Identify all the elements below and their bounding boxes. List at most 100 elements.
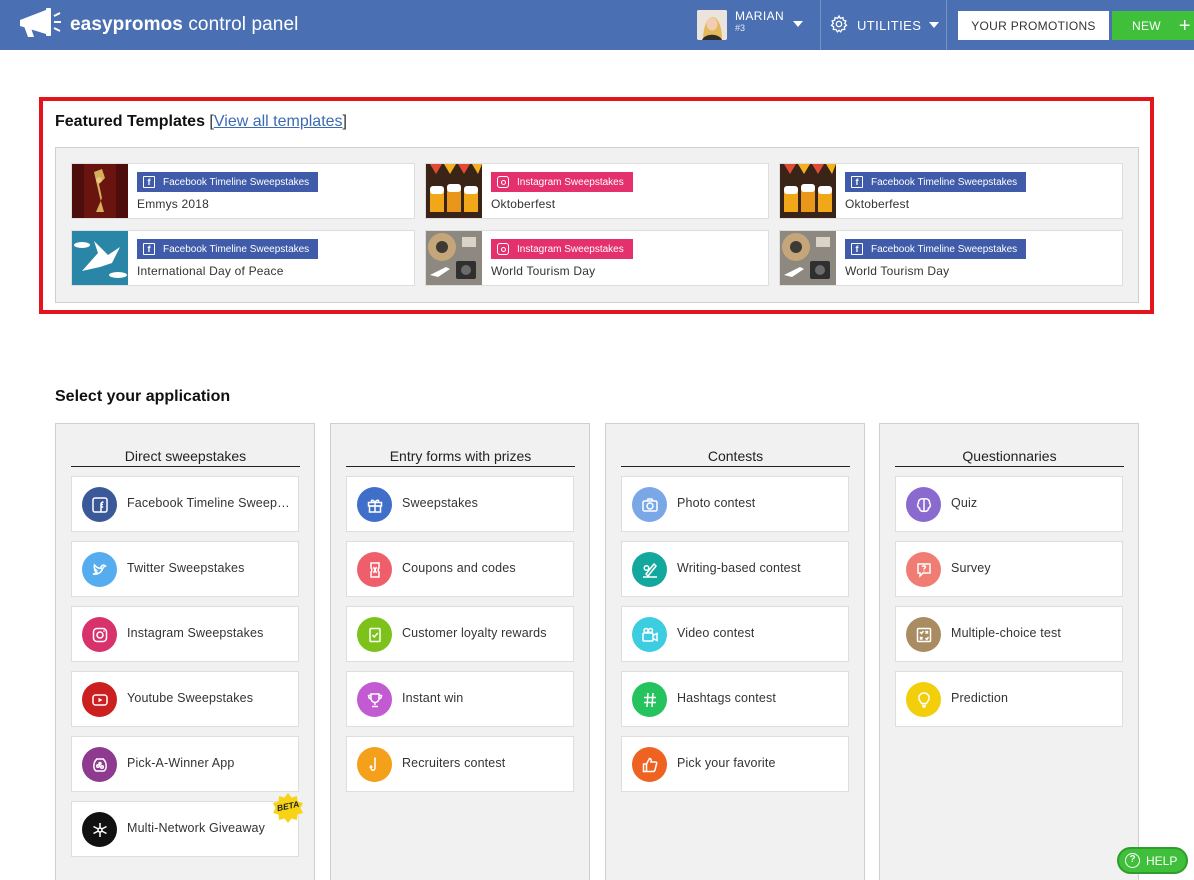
app-label: Instagram Sweepstakes	[127, 626, 264, 640]
facebook-icon	[82, 487, 117, 522]
app-card-twitter-sweepstakes[interactable]: Twitter Sweepstakes	[71, 541, 299, 597]
app-label: Survey	[951, 561, 991, 575]
template-badge-label: Facebook Timeline Sweepstakes	[163, 243, 310, 255]
app-label: Pick your favorite	[677, 756, 776, 770]
template-thumbnail	[72, 164, 128, 218]
template-badge-label: Facebook Timeline Sweepstakes	[871, 176, 1018, 188]
thumbs-up-icon	[632, 747, 667, 782]
app-card-instant-win[interactable]: Instant win	[346, 671, 574, 727]
app-card-pick-your-favorite[interactable]: Pick your favorite	[621, 736, 849, 792]
facebook-icon: f	[851, 176, 863, 188]
app-card-facebook-timeline-sweepstakes[interactable]: Facebook Timeline Sweepstakes	[71, 476, 299, 532]
app-card-coupons-and-codes[interactable]: Coupons and codes	[346, 541, 574, 597]
app-card-quiz[interactable]: Quiz	[895, 476, 1123, 532]
gear-icon	[829, 14, 857, 37]
category-title: Direct sweepstakes	[71, 448, 300, 467]
app-card-recruiters-contest[interactable]: Recruiters contest	[346, 736, 574, 792]
user-menu[interactable]: MARIAN #3	[697, 9, 803, 42]
user-id: #3	[735, 23, 746, 33]
app-card-survey[interactable]: Survey	[895, 541, 1123, 597]
app-card-pick-a-winner-app[interactable]: Pick-A-Winner App	[71, 736, 299, 792]
avatar	[697, 10, 727, 40]
template-card[interactable]: f Facebook Timeline Sweepstakes Oktoberfes…	[779, 163, 1123, 219]
app-card-hashtags-contest[interactable]: Hashtags contest	[621, 671, 849, 727]
app-label: Youtube Sweepstakes	[127, 691, 254, 705]
brand-name: easypromos control panel	[70, 14, 299, 35]
help-label: HELP	[1146, 853, 1178, 868]
view-all-templates-link[interactable]: View all templates	[213, 113, 343, 130]
user-name: MARIAN	[735, 9, 785, 23]
your-promotions-button[interactable]: YOUR PROMOTIONS	[958, 11, 1109, 40]
template-card[interactable]: Instagram Sweepstakes Oktoberfest	[425, 163, 769, 219]
app-card-youtube-sweepstakes[interactable]: Youtube Sweepstakes	[71, 671, 299, 727]
new-promotion-button[interactable]: NEW +	[1112, 11, 1194, 40]
app-label: Customer loyalty rewards	[402, 626, 547, 640]
template-badge-label: Instagram Sweepstakes	[517, 243, 624, 255]
youtube-icon	[82, 682, 117, 717]
brand[interactable]: easypromos control panel	[18, 7, 299, 42]
checklist-icon	[906, 617, 941, 652]
template-card[interactable]: f Facebook Timeline Sweepstakes World Tour…	[779, 230, 1123, 286]
plus-icon: +	[1178, 14, 1191, 37]
utilities-menu[interactable]: UTILITIES	[829, 14, 940, 37]
facebook-icon: f	[851, 243, 863, 255]
new-label: NEW	[1132, 18, 1161, 33]
application-category-direct-sweepstakes: Direct sweepstakes Facebook Timeline Swee…	[55, 423, 315, 880]
question-icon: ?	[1125, 853, 1140, 868]
app-card-multi-network-giveaway[interactable]: Multi-Network Giveaway	[71, 801, 299, 857]
app-card-video-contest[interactable]: Video contest	[621, 606, 849, 662]
template-name: Oktoberfest	[845, 197, 910, 211]
instagram-icon	[497, 243, 509, 255]
template-name: Oktoberfest	[491, 197, 556, 211]
template-name: World Tourism Day	[491, 264, 596, 278]
template-name: Emmys 2018	[137, 197, 210, 211]
application-category-questionnaries: Questionnaries Quiz Survey Multiple-choice …	[879, 423, 1139, 880]
reward-icon	[357, 617, 392, 652]
app-label: Recruiters contest	[402, 756, 506, 770]
featured-templates-section: Featured Templates [View all templates] …	[39, 97, 1154, 314]
template-network-badge: f Facebook Timeline Sweepstakes	[845, 172, 1027, 192]
app-label: Video contest	[677, 626, 755, 640]
app-card-instagram-sweepstakes[interactable]: Instagram Sweepstakes	[71, 606, 299, 662]
template-network-badge: f Facebook Timeline Sweepstakes	[137, 172, 319, 192]
chevron-down-icon	[793, 21, 803, 27]
camera-icon	[632, 487, 667, 522]
divider	[946, 0, 947, 50]
app-label: Coupons and codes	[402, 561, 516, 575]
template-card[interactable]: f Facebook Timeline Sweepstakes Emmys 2018	[71, 163, 415, 219]
template-network-badge: f Facebook Timeline Sweepstakes	[137, 239, 319, 259]
writing-icon	[632, 552, 667, 587]
survey-icon	[906, 552, 941, 587]
app-card-writing-based-contest[interactable]: Writing-based contest	[621, 541, 849, 597]
utilities-label: UTILITIES	[857, 17, 922, 33]
instagram-icon	[497, 176, 509, 188]
template-thumbnail	[780, 231, 836, 285]
app-card-photo-contest[interactable]: Photo contest	[621, 476, 849, 532]
app-card-sweepstakes[interactable]: Sweepstakes	[346, 476, 574, 532]
app-label: Multiple-choice test	[951, 626, 1061, 640]
app-label: Photo contest	[677, 496, 756, 510]
app-card-prediction[interactable]: Prediction	[895, 671, 1123, 727]
app-card-customer-loyalty-rewards[interactable]: Customer loyalty rewards	[346, 606, 574, 662]
bulb-icon	[906, 682, 941, 717]
template-thumbnail	[72, 231, 128, 285]
hook-icon	[357, 747, 392, 782]
gift-icon	[357, 487, 392, 522]
network-icon	[82, 812, 117, 847]
template-badge-label: Facebook Timeline Sweepstakes	[163, 176, 310, 188]
template-card[interactable]: f Facebook Timeline Sweepstakes Internatio…	[71, 230, 415, 286]
app-card-multiple-choice-test[interactable]: Multiple-choice test	[895, 606, 1123, 662]
brain-icon	[906, 487, 941, 522]
template-card[interactable]: Instagram Sweepstakes World Tourism Day	[425, 230, 769, 286]
twitter-icon	[82, 552, 117, 587]
app-label: Quiz	[951, 496, 978, 510]
app-label: Pick-A-Winner App	[127, 756, 235, 770]
instagram-icon	[82, 617, 117, 652]
divider	[820, 0, 821, 50]
app-label: Instant win	[402, 691, 464, 705]
templates-grid: f Facebook Timeline Sweepstakes Emmys 2018…	[55, 147, 1139, 303]
category-title: Questionnaries	[895, 448, 1124, 467]
chevron-down-icon	[929, 22, 940, 28]
template-thumbnail	[426, 164, 482, 218]
help-button[interactable]: ? HELP	[1117, 847, 1188, 874]
